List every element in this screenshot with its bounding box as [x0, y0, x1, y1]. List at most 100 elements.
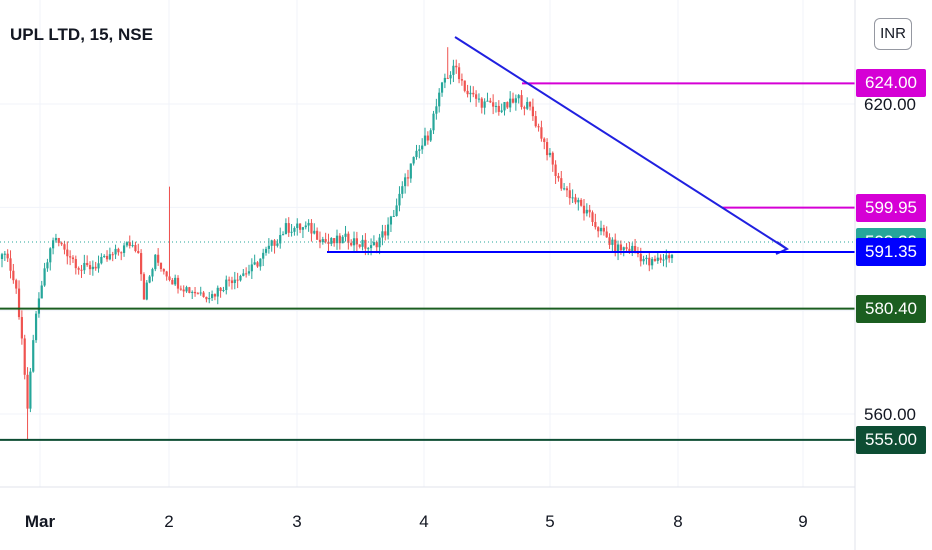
candle-body: [469, 92, 472, 95]
y-tick-label: 620.00: [864, 95, 916, 114]
candle-body: [364, 239, 367, 249]
candle-body: [284, 223, 287, 235]
candle-body: [74, 259, 77, 269]
candle-body: [409, 163, 412, 179]
candle-body: [429, 130, 432, 141]
candle-body: [40, 285, 43, 299]
candle-body: [276, 243, 279, 246]
candle-body: [71, 257, 75, 260]
candle-body: [88, 265, 92, 270]
candle-body: [247, 271, 251, 274]
candle-body: [401, 186, 404, 194]
candle-body: [91, 266, 94, 270]
candle-body: [378, 237, 381, 248]
candle-body: [270, 240, 273, 246]
candle-body: [333, 238, 336, 244]
candle-body: [457, 67, 461, 80]
candle-body: [597, 227, 600, 232]
candle-body: [421, 145, 424, 150]
candle-body: [548, 152, 552, 156]
trendline: [454, 36, 788, 250]
candle-body: [216, 287, 219, 297]
candle-body: [100, 256, 103, 264]
candle-body: [210, 294, 214, 299]
candle-body: [9, 258, 12, 271]
candle-body: [105, 255, 109, 260]
candle-body: [455, 65, 458, 68]
candle-body: [253, 262, 256, 265]
price-tag: 624.00: [856, 69, 926, 98]
price-tag: 555.00: [856, 425, 926, 454]
candle-body: [330, 238, 333, 244]
candle-body: [222, 290, 225, 292]
candle-body: [168, 276, 171, 280]
price-tag: 591.35: [856, 238, 926, 267]
candle-body: [520, 95, 523, 108]
x-tick-label: 3: [292, 512, 301, 531]
candle-body: [372, 242, 376, 246]
candle-body: [511, 98, 515, 103]
candle-body: [327, 241, 330, 244]
candle-body: [213, 294, 217, 297]
candle-body: [369, 245, 373, 249]
candle-body: [588, 209, 591, 213]
candle-body: [622, 247, 625, 251]
candle-body: [577, 199, 580, 203]
candle-body: [534, 116, 537, 127]
candle-body: [406, 177, 410, 179]
candle-body: [645, 257, 648, 260]
candles: [0, 47, 674, 440]
candle-body: [651, 258, 654, 266]
candle-body: [23, 338, 26, 375]
candle-body: [80, 269, 83, 271]
candle-body: [176, 277, 180, 289]
candle-body: [273, 240, 276, 246]
candle-body: [599, 227, 603, 232]
candle-body: [12, 270, 15, 281]
candle-body: [154, 254, 157, 270]
candle-body: [157, 254, 160, 263]
candle-body: [310, 222, 313, 234]
candle-body: [631, 245, 634, 252]
candle-body: [86, 262, 89, 266]
candle-body: [466, 90, 469, 95]
candle-body: [375, 242, 378, 248]
candle-body: [219, 287, 222, 292]
candle-body: [174, 277, 177, 285]
candle-body: [37, 298, 41, 314]
candle-body: [6, 253, 9, 259]
candle-body: [344, 233, 347, 237]
candle-body: [440, 82, 444, 93]
candle-body: [32, 340, 35, 372]
candle-body: [29, 371, 32, 409]
candle-body: [358, 244, 361, 247]
candle-body: [77, 268, 80, 270]
candle-body: [418, 149, 421, 151]
candle-body: [355, 238, 358, 245]
candle-body: [145, 282, 148, 300]
candle-body: [554, 164, 557, 176]
candle-body: [503, 102, 506, 111]
candle-body: [120, 252, 123, 254]
candle-body: [159, 262, 163, 270]
candle-body: [560, 178, 563, 189]
candle-body: [267, 245, 270, 249]
candle-body: [582, 205, 586, 214]
candle-body: [514, 98, 517, 103]
candle-body: [83, 262, 86, 271]
candle-body: [381, 231, 384, 238]
candle-body: [193, 291, 197, 294]
candle-body: [57, 237, 60, 243]
candle-body: [395, 205, 398, 216]
candle-body: [307, 222, 310, 226]
candle-body: [616, 244, 620, 254]
candle-body: [233, 279, 236, 284]
candle-body: [293, 228, 296, 232]
candle-body: [142, 274, 146, 300]
candle-body: [188, 287, 191, 293]
candle-body: [446, 77, 449, 79]
candle-body: [528, 101, 532, 107]
x-tick-label: Mar: [25, 512, 56, 531]
currency-button[interactable]: INR: [874, 18, 912, 50]
